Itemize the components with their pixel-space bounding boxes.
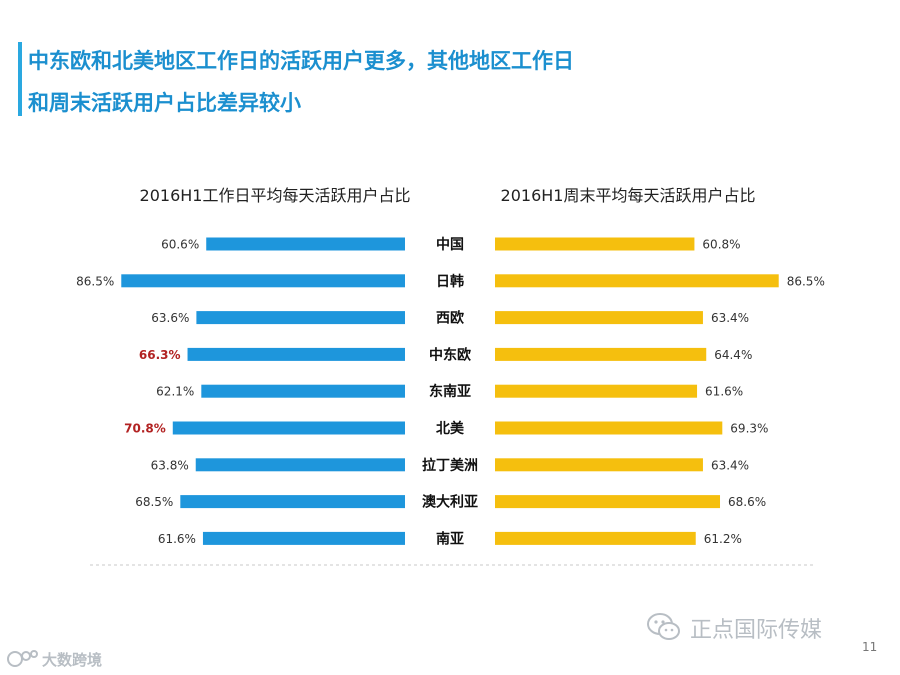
weekday-value-label: 70.8% [124,422,166,436]
page-title-line-2: 和周末活跃用户占比差异较小 [28,91,301,115]
weekend-value-label: 61.6% [705,385,743,399]
title-accent-bar [18,42,22,116]
brand-logo-icon [7,650,38,667]
weekend-value-label: 86.5% [787,274,825,288]
weekend-bar [495,458,703,472]
weekday-bar [180,495,405,509]
weekend-value-label: 68.6% [728,495,766,509]
weekday-value-label: 86.5% [76,274,114,288]
region-label: 西欧 [436,310,464,327]
weekend-value-label: 69.3% [730,422,768,436]
weekday-value-label: 68.5% [135,495,173,509]
region-label: 日韩 [436,273,464,290]
region-label: 北美 [436,420,465,437]
region-label: 拉丁美洲 [422,457,478,474]
page-title-line-1: 中东欧和北美地区工作日的活跃用户更多，其他地区工作日 [28,49,574,73]
weekend-bar [495,495,721,509]
weekend-bar [495,311,703,325]
weekday-value-label: 63.6% [151,311,189,325]
page-number: 11 [862,640,878,654]
weekday-chart-title: 2016H1工作日平均每天活跃用户占比 [140,186,411,205]
weekend-value-label: 64.4% [714,348,752,362]
weekday-bar [121,274,405,288]
weekend-bar [495,274,779,288]
weekday-bar [187,347,405,361]
weekend-bar [495,421,723,435]
weekend-bar [495,237,695,251]
weekend-value-label: 60.8% [702,238,740,252]
weekday-bar [172,421,405,435]
weekend-chart-title: 2016H1周末平均每天活跃用户占比 [501,186,756,205]
weekday-value-label: 63.8% [151,458,189,472]
region-label: 南亚 [436,530,464,547]
weekday-bar [195,458,405,472]
weekend-value-label: 63.4% [711,458,749,472]
region-label: 中国 [436,236,464,253]
wechat-account-name: 正点国际传媒 [690,618,823,643]
weekend-value-label: 63.4% [711,311,749,325]
weekend-bar [495,531,696,545]
weekend-bar [495,384,698,398]
weekend-bar [495,347,707,361]
wechat-logo-icon [647,613,680,640]
brand-watermark-name: 大数跨境 [42,651,103,669]
weekday-bar [202,531,405,545]
weekday-value-label: 62.1% [156,385,194,399]
weekday-value-label: 61.6% [158,532,196,546]
weekday-value-label: 60.6% [161,238,199,252]
weekday-bar [206,237,405,251]
weekend-value-label: 61.2% [704,532,742,546]
weekday-value-label: 66.3% [139,348,181,362]
weekday-bar [196,311,405,325]
region-label: 澳大利亚 [422,494,478,511]
region-label: 东南亚 [429,383,471,400]
region-label: 中东欧 [429,346,471,363]
weekday-bar [201,384,405,398]
